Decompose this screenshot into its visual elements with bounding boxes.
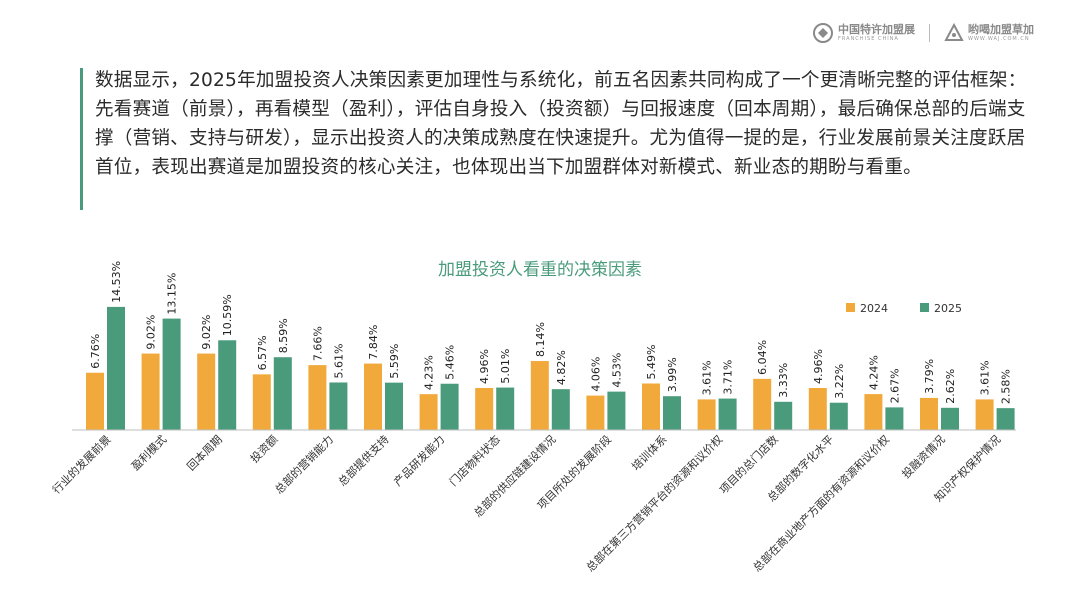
data-label-2024-11: 3.61% bbox=[701, 360, 714, 395]
logo-divider bbox=[929, 24, 930, 42]
logo2-cn-text: 哟喝加盟草加 bbox=[968, 23, 1034, 36]
bar-2025-11 bbox=[718, 398, 737, 430]
data-label-2024-15: 3.79% bbox=[923, 359, 936, 394]
intro-paragraph: 数据显示，2025年加盟投资人决策因素更加理性与系统化，前五名因素共同构成了一个… bbox=[95, 70, 1027, 178]
category-label-7: 门店物料状态 bbox=[446, 432, 503, 489]
data-label-2025-9: 4.53% bbox=[610, 353, 623, 388]
category-label-15: 投融资情况 bbox=[899, 432, 948, 481]
legend-label-2025: 2025 bbox=[934, 302, 962, 315]
bar-2025-8 bbox=[551, 389, 570, 430]
bar-2025-15 bbox=[941, 407, 959, 430]
intro-accent-bar bbox=[80, 68, 83, 210]
bar-2024-15 bbox=[920, 397, 938, 430]
bar-2025-12 bbox=[774, 401, 793, 430]
data-label-2025-1: 13.15% bbox=[166, 273, 179, 315]
category-label-2: 回本周期 bbox=[184, 432, 225, 473]
chart-title: 加盟投资人看重的决策因素 bbox=[438, 260, 642, 280]
bar-2024-14 bbox=[864, 394, 883, 430]
data-label-2025-15: 2.62% bbox=[944, 369, 957, 404]
data-label-2024-10: 5.49% bbox=[645, 345, 658, 380]
category-label-5: 总部提供支持 bbox=[335, 432, 392, 489]
logo1-en-text: FRANCHISE CHINA bbox=[838, 36, 899, 42]
bar-2024-2 bbox=[197, 353, 216, 430]
logo2-en-text: WWW.WAJ.COM.CN bbox=[968, 36, 1030, 42]
bar-2024-12 bbox=[753, 378, 772, 430]
data-label-2025-14: 2.67% bbox=[888, 368, 901, 403]
bar-2025-13 bbox=[829, 402, 848, 430]
bar-2024-13 bbox=[808, 387, 827, 430]
bar-2025-0 bbox=[107, 306, 125, 430]
legend-label-2024: 2024 bbox=[860, 302, 888, 315]
data-label-2024-13: 4.96% bbox=[812, 349, 825, 384]
bar-2025-1 bbox=[162, 318, 181, 430]
franchise-china-logo-icon bbox=[813, 23, 833, 43]
bar-2024-8 bbox=[530, 361, 549, 430]
bar-2024-5 bbox=[364, 363, 382, 430]
category-label-10: 培训体系 bbox=[629, 432, 670, 473]
data-label-2025-8: 4.82% bbox=[555, 350, 568, 385]
category-label-3: 投资额 bbox=[247, 432, 280, 465]
bar-2025-3 bbox=[273, 357, 292, 430]
data-label-2025-3: 8.59% bbox=[277, 318, 290, 353]
data-label-2024-6: 4.23% bbox=[423, 355, 436, 390]
category-label-4: 总部的营销能力 bbox=[272, 432, 336, 496]
data-label-2025-4: 5.61% bbox=[332, 344, 345, 379]
data-label-2024-16: 3.61% bbox=[979, 360, 992, 395]
header-logos: 中国特许加盟展 FRANCHISE CHINA 哟喝加盟草加 WWW.WAJ.C… bbox=[812, 22, 1034, 44]
data-label-2024-1: 9.02% bbox=[145, 315, 158, 350]
category-label-6: 产品研发能力 bbox=[391, 432, 448, 489]
data-label-2025-2: 10.59% bbox=[221, 294, 234, 336]
logo1-cn-text: 中国特许加盟展 bbox=[838, 23, 915, 36]
data-label-2025-12: 3.33% bbox=[777, 363, 790, 398]
data-label-2024-2: 9.02% bbox=[200, 315, 213, 350]
bar-2025-9 bbox=[607, 391, 626, 430]
data-label-2024-9: 4.06% bbox=[589, 357, 602, 392]
data-label-2024-14: 4.24% bbox=[867, 355, 880, 390]
data-label-2024-8: 8.14% bbox=[534, 322, 547, 357]
bar-2025-5 bbox=[385, 382, 403, 430]
bar-2024-1 bbox=[141, 353, 160, 430]
data-label-2025-6: 5.46% bbox=[444, 345, 457, 380]
data-label-2024-0: 6.76% bbox=[89, 334, 102, 369]
data-label-2024-5: 7.84% bbox=[367, 325, 380, 360]
bar-2024-3 bbox=[252, 374, 271, 430]
data-label-2025-16: 2.58% bbox=[1000, 369, 1013, 404]
data-label-2025-13: 3.22% bbox=[833, 364, 846, 399]
bar-2025-10 bbox=[663, 396, 681, 430]
data-label-2024-12: 6.04% bbox=[756, 340, 769, 375]
bar-2025-7 bbox=[496, 387, 515, 430]
bar-2024-4 bbox=[308, 365, 327, 430]
bar-2025-4 bbox=[329, 382, 348, 430]
bar-2025-6 bbox=[440, 383, 459, 430]
bar-2025-16 bbox=[996, 408, 1015, 430]
waj-logo: 哟喝加盟草加 WWW.WAJ.COM.CN bbox=[944, 23, 1034, 43]
waj-logo-icon bbox=[944, 23, 964, 41]
bar-2024-7 bbox=[475, 387, 494, 430]
legend-swatch-2025 bbox=[920, 303, 929, 312]
category-label-1: 盈利模式 bbox=[129, 433, 169, 473]
bar-2024-6 bbox=[419, 394, 438, 430]
legend-swatch-2024 bbox=[846, 303, 855, 312]
data-label-2024-4: 7.66% bbox=[311, 326, 324, 361]
bar-2025-2 bbox=[218, 340, 237, 430]
data-label-2025-7: 5.01% bbox=[499, 349, 512, 384]
category-label-12: 项目的总门店数 bbox=[716, 432, 780, 496]
bar-2024-11 bbox=[697, 399, 716, 430]
bar-2024-9 bbox=[586, 395, 605, 430]
bar-2025-14 bbox=[885, 407, 904, 430]
franchise-china-logo: 中国特许加盟展 FRANCHISE CHINA bbox=[812, 22, 915, 44]
category-label-0: 行业的发展前景 bbox=[49, 432, 113, 496]
data-label-2024-3: 6.57% bbox=[256, 335, 269, 370]
data-label-2025-0: 14.53% bbox=[110, 261, 123, 303]
data-label-2025-5: 5.59% bbox=[388, 344, 401, 379]
data-label-2024-7: 4.96% bbox=[478, 349, 491, 384]
bar-2024-0 bbox=[86, 372, 104, 430]
bar-2024-10 bbox=[642, 383, 660, 430]
bar-2024-16 bbox=[975, 399, 994, 430]
data-label-2025-10: 3.99% bbox=[666, 357, 679, 392]
data-label-2025-11: 3.71% bbox=[722, 360, 735, 395]
